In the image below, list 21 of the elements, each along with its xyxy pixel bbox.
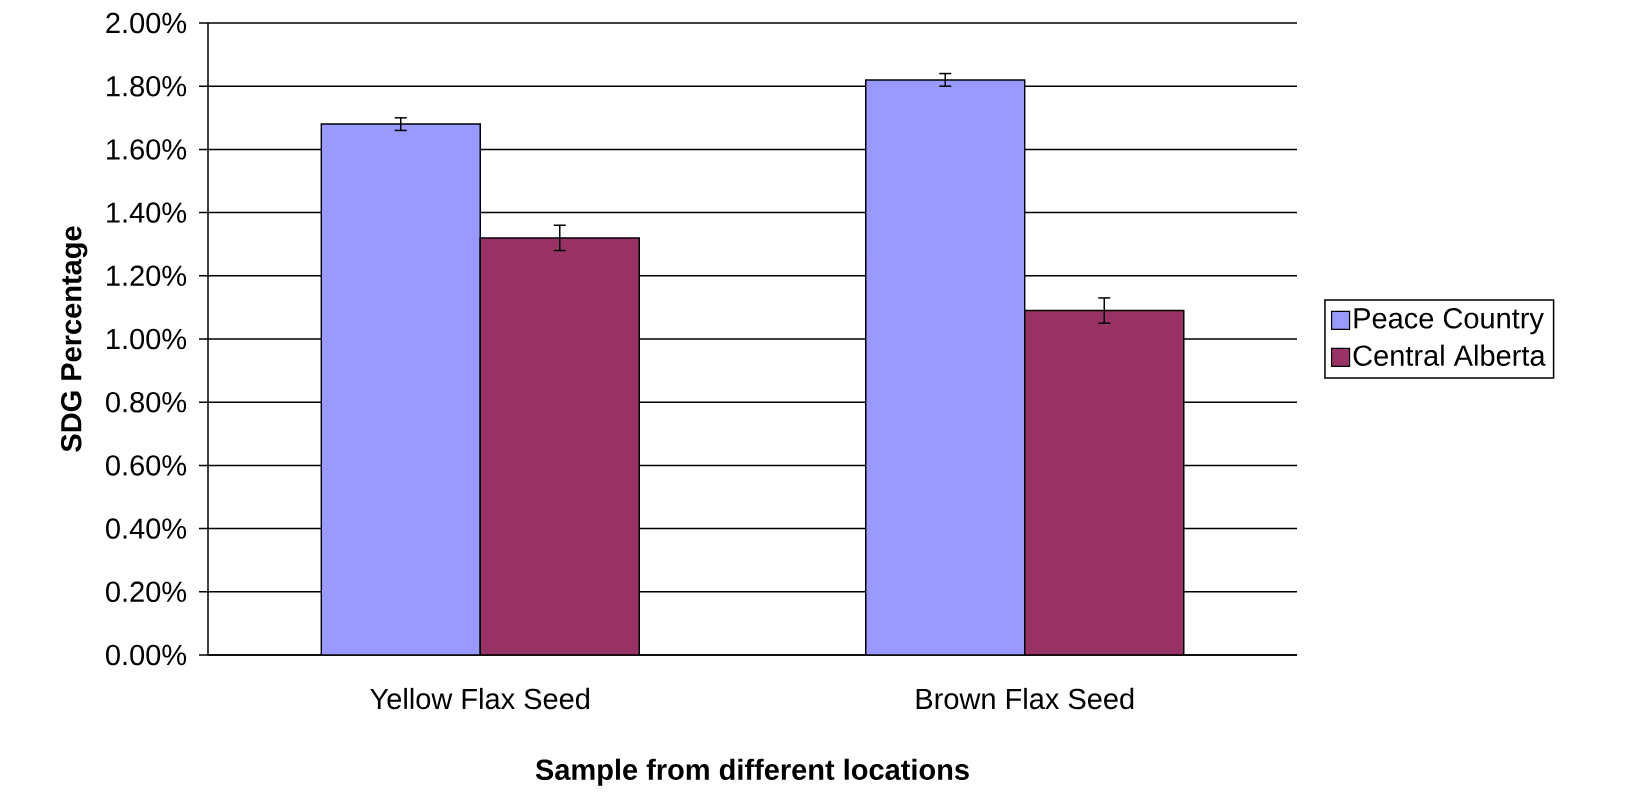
y-tick-label: 1.20% [107,265,187,287]
bar [1024,309,1185,655]
bar [320,123,481,655]
y-tick-label: 2.00% [106,12,187,34]
y-tick-label: 1.60% [107,139,187,160]
x-tick-label: Brown Flax Seed [916,687,1134,710]
legend-label: Peace Country [1354,308,1544,335]
y-tick-label: 1.40% [107,202,187,223]
y-tick-label: 0.00% [106,644,187,666]
y-tick-label: 1.80% [107,75,187,97]
bar [865,79,1026,655]
y-tick-label: 0.20% [106,581,187,603]
legend-label: Central Alberta [1353,344,1546,366]
x-tick-label: Yellow Flax Seed [370,687,590,710]
x-axis-title: Sample from different locations [535,758,969,786]
y-tick-label: 0.40% [106,518,187,539]
y-tick-label: 0.60% [106,455,187,476]
bar [479,237,640,655]
y-tick-label: 1.00% [107,328,187,350]
y-tick-label: 0.80% [106,391,187,413]
y-axis-title: SDG Percentage [60,226,88,452]
